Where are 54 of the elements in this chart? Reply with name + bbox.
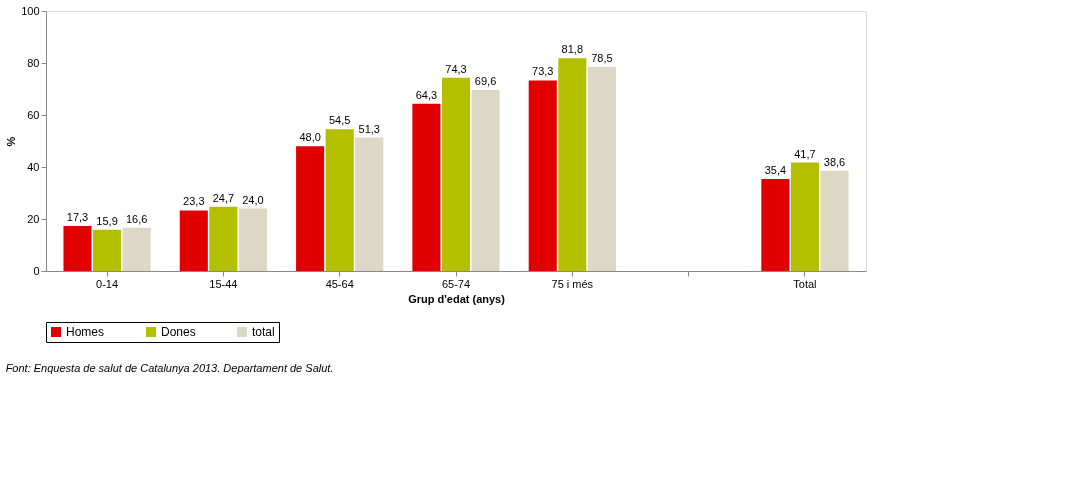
y-tick-label: 20 xyxy=(27,212,40,225)
bar xyxy=(471,90,500,271)
data-label: 15,9 xyxy=(96,214,118,227)
data-label: 48,0 xyxy=(299,131,321,144)
data-label: 35,4 xyxy=(764,163,787,176)
data-label: 78,5 xyxy=(591,51,613,64)
bar xyxy=(238,208,267,271)
data-label: 51,3 xyxy=(358,122,380,135)
bar xyxy=(93,229,122,271)
bar xyxy=(587,66,616,271)
bar xyxy=(528,80,557,271)
data-label: 41,7 xyxy=(794,147,816,160)
bar xyxy=(325,129,354,271)
data-label: 16,6 xyxy=(125,212,148,225)
y-axis-title: % xyxy=(5,136,18,147)
bar xyxy=(63,226,92,271)
x-tick-label: Total xyxy=(793,277,817,290)
y-tick-label: 40 xyxy=(27,160,40,173)
data-label: 73,3 xyxy=(532,65,554,78)
bar xyxy=(412,103,441,271)
bar xyxy=(209,206,238,271)
bar xyxy=(355,137,384,271)
x-tick-label: 15-44 xyxy=(209,277,238,290)
bar xyxy=(558,58,587,271)
bar xyxy=(790,162,819,271)
data-label: 23,3 xyxy=(183,195,205,208)
y-tick-label: 60 xyxy=(27,108,40,121)
data-label: 24,0 xyxy=(242,193,264,206)
data-label: 17,3 xyxy=(66,211,89,224)
x-tick-label: 65-74 xyxy=(441,277,471,290)
bar xyxy=(296,146,325,271)
data-label: 38,6 xyxy=(823,155,846,168)
bar xyxy=(122,227,151,271)
data-label: 24,7 xyxy=(212,191,235,204)
data-label: 74,3 xyxy=(445,62,467,75)
bar xyxy=(441,77,471,271)
text: Font: Enquesta de salut de Catalunya 2013. Departament de Salut. xyxy=(5,361,334,374)
x-tick-label: 75 i més xyxy=(551,277,594,290)
x-tick-label: 45-64 xyxy=(325,277,354,290)
bar xyxy=(179,210,208,271)
data-label: 64,3 xyxy=(415,88,438,101)
bar xyxy=(761,178,790,271)
data-label: 69,6 xyxy=(474,75,497,88)
legend-label: Homes xyxy=(66,325,105,339)
bar xyxy=(820,170,849,271)
y-tick-label: 100 xyxy=(21,4,40,17)
x-axis-title: Grup d'edat (anys) xyxy=(408,292,506,305)
legend-label: Dones xyxy=(161,325,196,339)
y-tick-label: 0 xyxy=(33,264,40,277)
legend-label: total xyxy=(252,325,275,339)
data-label: 81,8 xyxy=(561,43,584,56)
data-label: 54,5 xyxy=(328,114,351,127)
y-tick-label: 80 xyxy=(27,56,40,69)
x-tick-label: 0-14 xyxy=(96,277,119,290)
